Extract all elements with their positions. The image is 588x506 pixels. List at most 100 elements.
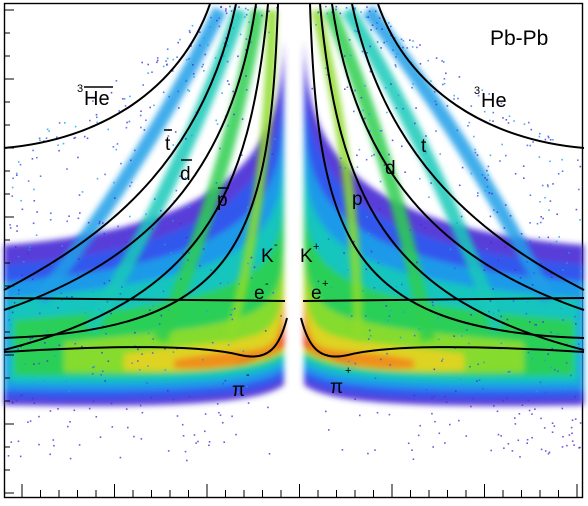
scatter-point (577, 281, 580, 283)
scatter-point (92, 366, 94, 369)
scatter-point (505, 119, 508, 121)
scatter-point (409, 229, 412, 231)
scatter-point (402, 107, 404, 110)
scatter-point (378, 17, 381, 19)
label-kminus: K - (261, 239, 278, 267)
scatter-point (417, 434, 420, 437)
scatter-point (29, 420, 32, 422)
scatter-point (109, 261, 111, 264)
scatter-point (107, 360, 110, 362)
scatter-point (199, 44, 201, 47)
scatter-point (413, 334, 416, 337)
scatter-point (62, 256, 64, 259)
scatter-point (219, 147, 221, 150)
scatter-point (432, 446, 434, 448)
scatter-point (550, 366, 552, 369)
scatter-point (326, 12, 329, 15)
scatter-point (110, 91, 113, 94)
scatter-point (374, 377, 377, 380)
scatter-point (38, 415, 40, 418)
scatter-point (92, 100, 94, 102)
scatter-point (507, 122, 510, 124)
scatter-point (202, 248, 205, 250)
scatter-point (381, 28, 383, 30)
scatter-point (438, 432, 441, 435)
scatter-point (103, 282, 106, 285)
scatter-point (364, 315, 367, 317)
scatter-point (204, 430, 206, 433)
scatter-point (380, 358, 382, 361)
scatter-point (561, 446, 564, 448)
scatter-point (16, 174, 18, 176)
scatter-point (56, 136, 58, 138)
scatter-point (274, 138, 276, 140)
scatter-point (395, 56, 397, 58)
scatter-point (87, 221, 90, 224)
scatter-point (199, 31, 201, 33)
scatter-point (126, 121, 128, 124)
scatter-point (198, 217, 200, 220)
scatter-point (98, 222, 101, 225)
scatter-point (57, 144, 59, 146)
scatter-point (36, 211, 38, 213)
scatter-point (187, 89, 189, 91)
scatter-point (100, 374, 102, 376)
scatter-point (488, 310, 490, 313)
scatter-point (193, 434, 196, 436)
scatter-point (222, 382, 224, 385)
scatter-point (119, 293, 122, 295)
label-eplus: e + (311, 278, 328, 304)
scatter-point (168, 95, 170, 98)
scatter-point (540, 263, 542, 265)
scatter-point (241, 118, 244, 120)
scatter-point (50, 212, 52, 214)
scatter-point (107, 128, 109, 131)
scatter-point (390, 83, 392, 85)
scatter-point (506, 318, 509, 321)
scatter-point (147, 63, 149, 66)
scatter-point (458, 419, 460, 422)
scatter-point (508, 115, 511, 117)
scatter-point (193, 76, 195, 78)
scatter-point (443, 78, 446, 80)
scatter-point (465, 435, 468, 437)
scatter-point (439, 153, 441, 155)
scatter-point (434, 420, 436, 423)
scatter-point (145, 213, 147, 216)
scatter-point (102, 222, 104, 224)
scatter-point (73, 409, 76, 412)
scatter-point (203, 70, 205, 72)
scatter-point (39, 175, 42, 177)
scatter-point (362, 109, 364, 112)
scatter-point (376, 411, 379, 414)
bethe-bloch-curves (3, 3, 585, 358)
scatter-point (487, 165, 490, 168)
scatter-point (367, 338, 370, 340)
scatter-point (476, 380, 478, 382)
scatter-point (101, 351, 103, 354)
scatter-point (566, 284, 568, 286)
scatter-point (474, 148, 476, 151)
scatter-point (483, 361, 485, 364)
scatter-point (18, 289, 20, 291)
scatter-point (460, 215, 463, 218)
scatter-points (7, 5, 582, 462)
scatter-point (326, 74, 328, 76)
scatter-point (197, 440, 199, 443)
scatter-point (8, 319, 10, 321)
scatter-point (391, 139, 394, 142)
scatter-point (349, 54, 352, 57)
scatter-point (380, 130, 383, 132)
scatter-point (343, 55, 346, 57)
scatter-point (376, 41, 379, 43)
scatter-point (185, 80, 187, 82)
scatter-point (481, 174, 484, 176)
scatter-point (419, 424, 421, 427)
scatter-point (226, 80, 229, 82)
scatter-point (453, 98, 455, 100)
scatter-point (526, 442, 528, 444)
scatter-point (456, 129, 459, 132)
scatter-point (568, 434, 571, 436)
label-he3-base: He (481, 90, 507, 112)
scatter-point (172, 58, 175, 61)
